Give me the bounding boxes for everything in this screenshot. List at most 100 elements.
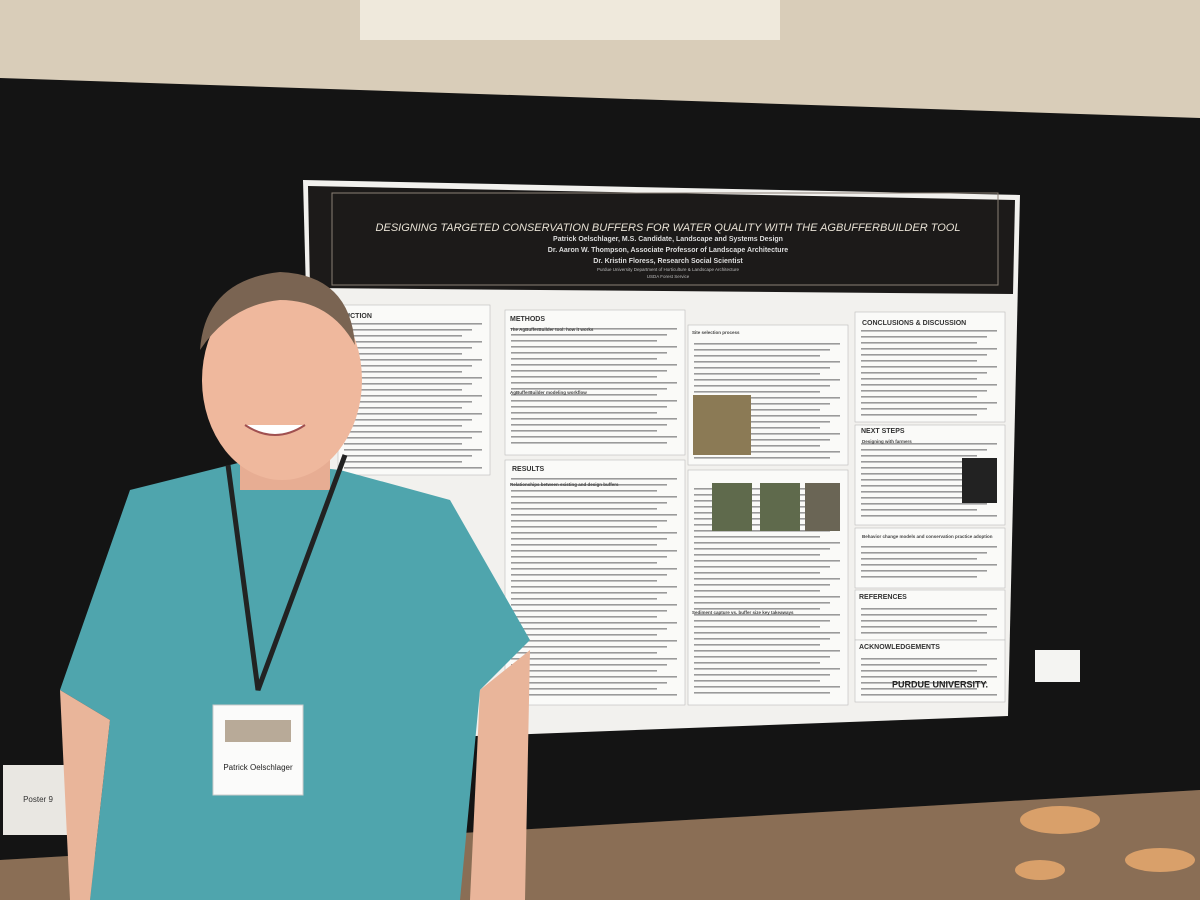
text-line [511,340,657,342]
text-line [511,646,667,648]
text-line [861,384,997,386]
text-line [344,401,472,403]
text-line [511,478,677,480]
text-line [694,572,820,574]
text-line [511,556,667,558]
text-line [861,564,997,566]
text-line [694,518,820,520]
text-line [344,443,462,445]
text-line [861,348,997,350]
text-line [511,544,657,546]
subheading: Designing with farmers [862,439,912,444]
text-line [861,546,997,548]
text-line [861,632,987,634]
text-line [511,604,677,606]
poster-sign [3,765,73,835]
poster-texts: Patrick Oelschlager, M.S. Candidate, Lan… [340,236,993,690]
text-line [511,400,677,402]
text-line [694,403,830,405]
text-line [344,467,482,469]
text-line [511,376,657,378]
text-line [511,640,677,642]
text-line [511,490,657,492]
text-line [511,406,667,408]
text-line [511,694,677,696]
text-line [511,496,677,498]
text-line [861,354,987,356]
text-line [861,449,987,451]
text-line [511,484,667,486]
text-line [344,365,472,367]
text-line [861,443,997,445]
section-heading: ACKNOWLEDGEMENTS [859,644,940,651]
text-line [861,676,997,678]
text-line [861,576,977,578]
left-arm [60,690,110,900]
text-line [344,437,472,439]
text-line [344,389,462,391]
text-line [861,614,987,616]
section-heading: REFERENCES [859,594,907,601]
text-line [694,373,820,375]
text-line [861,670,977,672]
text-line [511,412,657,414]
text-line [694,566,830,568]
text-line [694,427,820,429]
text-line [694,656,830,658]
text-line [511,562,657,564]
text-line [511,418,677,420]
text-line [511,358,657,360]
text-line [511,520,667,522]
text-line [344,335,462,337]
text-line [511,436,677,438]
text-line [511,442,667,444]
text-line [511,514,677,516]
text-line [511,592,667,594]
text-line [694,439,830,441]
text-line [694,397,840,399]
text-line [344,431,482,433]
text-line [694,343,840,345]
text-line [861,509,977,511]
text-line [861,688,977,690]
text-line [861,390,987,392]
section-heading: METHODS [510,316,545,323]
text-line [861,658,997,660]
section-heading: DUCTION [340,313,372,320]
text-line [511,550,677,552]
text-line [511,526,657,528]
text-line [694,602,830,604]
section-heading: RESULTS [512,466,544,473]
text-line [694,662,820,664]
text-line [511,502,667,504]
text-line [344,395,482,397]
text-line [861,414,977,416]
text-line [511,598,657,600]
text-line [861,620,977,622]
text-line [694,349,830,351]
text-line [511,430,657,432]
text-line [694,379,840,381]
text-line [511,568,677,570]
poster-author: Dr. Aaron W. Thompson, Associate Profess… [548,247,788,254]
text-line [694,385,830,387]
text-line [511,622,677,624]
carpet-pattern [1020,806,1100,834]
text-line [861,396,977,398]
text-line [694,554,820,556]
text-line [344,419,472,421]
sign-text: Poster 9 [23,795,53,804]
text-line [344,383,472,385]
subheading: Site selection process [692,330,740,335]
text-line [861,491,977,493]
text-line [694,632,840,634]
text-line [861,402,997,404]
text-line [861,664,987,666]
text-line [694,668,840,670]
text-line [861,330,997,332]
text-line [344,359,482,361]
subheading: The AgBufferBuilder tool: how it works [510,327,594,332]
text-line [861,694,997,696]
text-line [861,467,987,469]
text-line [344,329,472,331]
